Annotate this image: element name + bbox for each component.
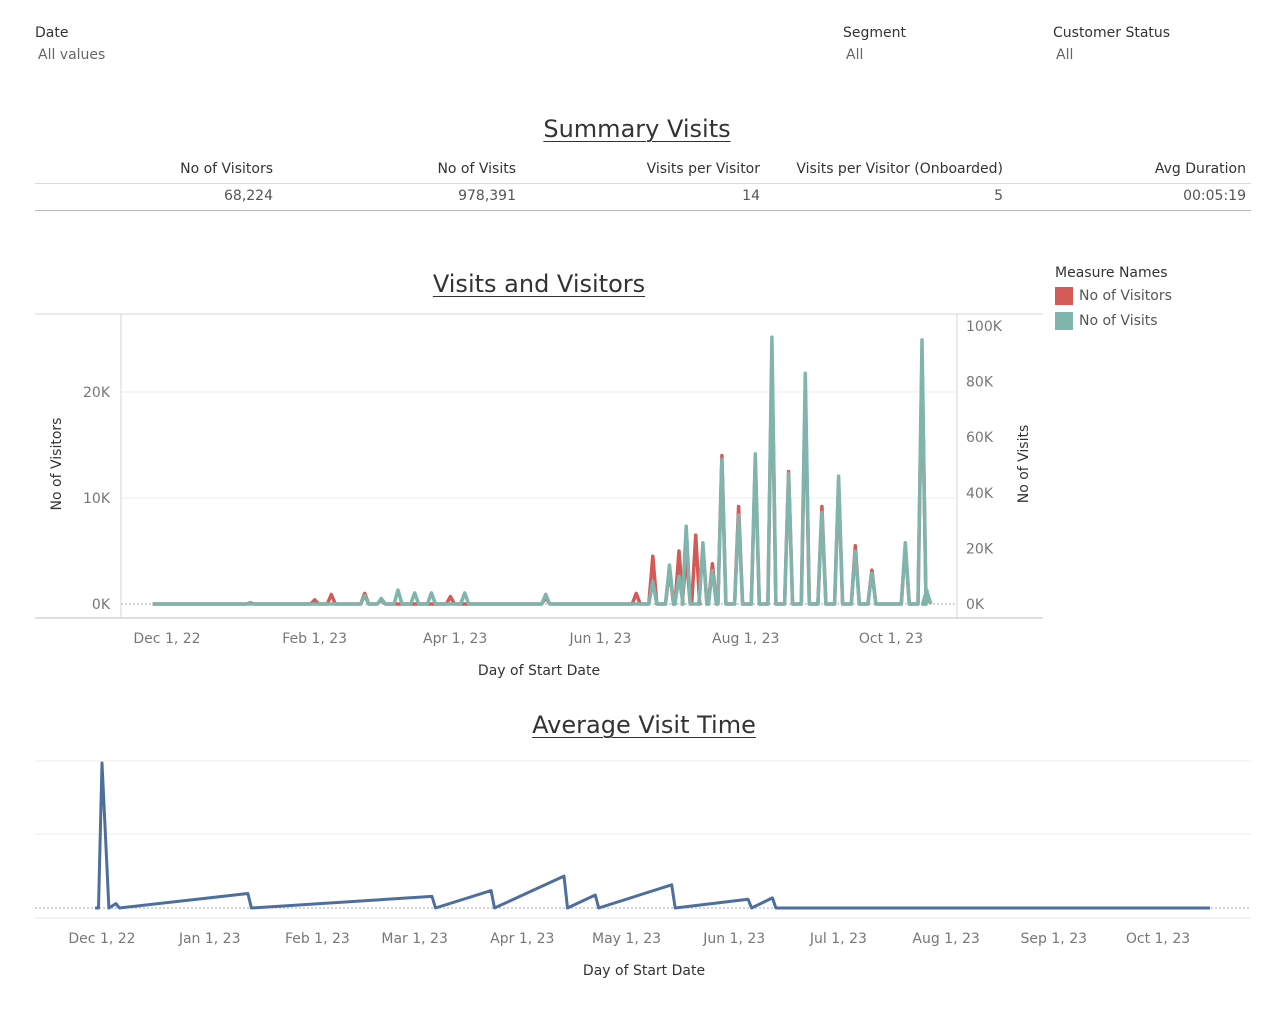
- date-filter-label: Date: [35, 25, 69, 41]
- chart1-x-tick-label: Oct 1, 23: [859, 631, 923, 647]
- date-filter-value[interactable]: All values: [38, 47, 106, 63]
- chart2-x-tick-label: May 1, 23: [592, 931, 661, 947]
- segment-filter[interactable]: Segment All: [843, 25, 906, 63]
- summary-title: Summary Visits: [543, 115, 731, 143]
- summary-header-visits-per-visitor: Visits per Visitor: [646, 161, 760, 177]
- summary-value-row: 68,224 978,391 14 5 00:05:19: [35, 184, 1251, 211]
- chart1-y-right-tick-label: 60K: [966, 430, 994, 446]
- chart1-x-tick-label: Dec 1, 22: [133, 631, 200, 647]
- chart2-x-tick-label: Feb 1, 23: [285, 931, 350, 947]
- chart1-y-right-axis-label: No of Visits: [1016, 425, 1032, 504]
- summary-header-visits: No of Visits: [437, 161, 516, 177]
- chart2-x-tick-label: Jan 1, 23: [178, 931, 241, 947]
- chart1-series-line-visits: [152, 335, 933, 606]
- summary-value-visits: 978,391: [458, 188, 516, 204]
- chart1-x-axis-label: Day of Start Date: [478, 663, 600, 679]
- chart1-y-right-tick-label: 0K: [966, 597, 985, 613]
- summary-value-visitors: 68,224: [224, 188, 273, 204]
- chart2-series-line: [95, 761, 1211, 910]
- chart2-x-axis-label: Day of Start Date: [583, 963, 705, 979]
- legend-label-visitors: No of Visitors: [1079, 288, 1172, 304]
- visits-chart-title: Visits and Visitors: [432, 270, 646, 298]
- chart1-x-tick-label: Aug 1, 23: [712, 631, 779, 647]
- summary-value-visits-per-visitor-onboarded: 5: [994, 188, 1003, 204]
- visits-visitors-chart: 0K 10K 20K 0K 20K 40K 60K 80K 100K Dec 1, 22 Feb 1…: [35, 313, 1043, 679]
- chart1-x-tick-label: Jun 1, 23: [568, 631, 631, 647]
- summary-header-visitors: No of Visitors: [180, 161, 273, 177]
- legend: Measure Names No of Visitors No of Visit…: [1055, 265, 1172, 337]
- summary-value-avg-duration: 00:05:19: [1183, 188, 1246, 204]
- avg-visit-time-title: Average Visit Time: [532, 711, 756, 739]
- chart2-x-tick-label: Oct 1, 23: [1126, 931, 1190, 947]
- chart1-y-tick-label: 10K: [83, 491, 111, 507]
- summary-header-visits-per-visitor-onboarded: Visits per Visitor (Onboarded): [796, 161, 1003, 177]
- chart1-x-tick-label: Feb 1, 23: [282, 631, 347, 647]
- chart1-y-right-tick-label: 80K: [966, 375, 994, 391]
- chart2-x-tick-label: Sep 1, 23: [1021, 931, 1087, 947]
- chart2-x-tick-label: Apr 1, 23: [490, 931, 554, 947]
- chart1-y-right-tick-label: 40K: [966, 486, 994, 502]
- date-filter[interactable]: Date All values: [35, 25, 105, 63]
- summary-value-visits-per-visitor: 14: [742, 188, 760, 204]
- segment-filter-label: Segment: [843, 25, 906, 41]
- legend-swatch-visits: [1055, 312, 1073, 330]
- chart1-y-right-tick-label: 20K: [966, 541, 994, 557]
- customer-status-filter[interactable]: Customer Status All: [1053, 25, 1170, 63]
- legend-item-visits[interactable]: No of Visits: [1055, 312, 1172, 330]
- summary-header-row: No of Visitors No of Visits Visits per V…: [35, 161, 1251, 184]
- chart1-y-right-tick-label: 100K: [966, 319, 1003, 335]
- legend-item-visitors[interactable]: No of Visitors: [1055, 287, 1172, 305]
- chart1-y-tick-label: 20K: [83, 385, 111, 401]
- chart2-x-tick-label: Jul 1, 23: [809, 931, 867, 947]
- customer-status-filter-label: Customer Status: [1053, 25, 1171, 41]
- segment-filter-value[interactable]: All: [846, 47, 864, 63]
- legend-label-visits: No of Visits: [1079, 313, 1158, 329]
- chart1-y-axis-label: No of Visitors: [49, 418, 65, 511]
- legend-swatch-visitors: [1055, 287, 1073, 305]
- summary-table: No of Visitors No of Visits Visits per V…: [35, 161, 1251, 211]
- chart2-x-tick-label: Dec 1, 22: [68, 931, 135, 947]
- legend-title: Measure Names: [1055, 265, 1168, 281]
- chart2-x-tick-label: Mar 1, 23: [381, 931, 448, 947]
- chart1-y-tick-label: 0K: [92, 597, 111, 613]
- summary-header-avg-duration: Avg Duration: [1154, 161, 1246, 177]
- chart1-x-tick-label: Apr 1, 23: [423, 631, 487, 647]
- chart2-x-tick-label: Jun 1, 23: [702, 931, 765, 947]
- customer-status-filter-value[interactable]: All: [1056, 47, 1074, 63]
- chart2-x-tick-label: Aug 1, 23: [912, 931, 979, 947]
